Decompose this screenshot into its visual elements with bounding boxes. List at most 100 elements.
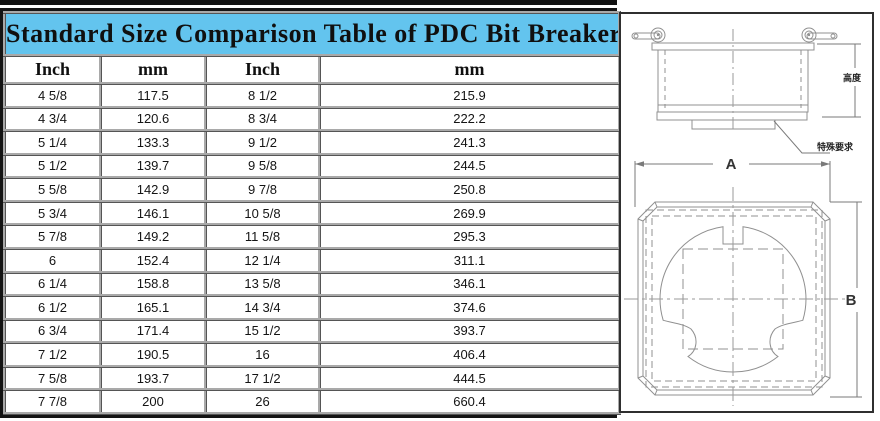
dimension-b: B [830, 201, 862, 398]
table-cell: 8 1/2 [204, 82, 321, 109]
corner-chamfers [637, 201, 831, 396]
bit-bore-profile [659, 226, 807, 373]
table-cell: 444.5 [318, 364, 621, 392]
bottom-plate [656, 111, 808, 121]
height-dimension: 高度 [817, 43, 862, 118]
table-row: 5 3/4 146.1 10 5/8 269.9 [3, 199, 621, 227]
table-title: Standard Size Comparison Table of PDC Bi… [3, 11, 621, 57]
column-header-inch-1: Inch [3, 54, 102, 85]
table-cell: 5 1/2 [3, 152, 102, 180]
table-cell: 16 [204, 341, 321, 368]
table-cell: 15 1/2 [204, 317, 321, 345]
table-body: 4 5/8 117.5 8 1/2 215.9 4 3/4 120.6 8 3/4 222.2… [3, 82, 621, 415]
table-cell: 139.7 [99, 152, 207, 180]
dimension-a: A [634, 156, 831, 207]
table-cell: 5 3/4 [3, 199, 102, 227]
table-row: 5 5/8 142.9 9 7/8 250.8 [3, 176, 621, 203]
table-cell: 149.2 [99, 223, 207, 250]
table-cell: 26 [204, 388, 321, 415]
height-label: 高度 [843, 72, 862, 83]
table-cell: 190.5 [99, 341, 207, 368]
top-border-strip [0, 0, 617, 5]
table-cell: 4 5/8 [3, 82, 102, 109]
table-row: 4 5/8 117.5 8 1/2 215.9 [3, 82, 621, 109]
table-cell: 295.3 [318, 223, 621, 250]
table-cell: 142.9 [99, 176, 207, 203]
table-cell: 14 3/4 [204, 294, 321, 321]
table-cell: 171.4 [99, 317, 207, 345]
size-comparison-table: Standard Size Comparison Table of PDC Bi… [3, 11, 621, 415]
table-cell: 9 1/2 [204, 129, 321, 156]
table-cell: 6 [3, 246, 102, 274]
table-cell: 5 5/8 [3, 176, 102, 203]
table-cell: 6 1/2 [3, 294, 102, 321]
table-cell: 10 5/8 [204, 199, 321, 227]
table-row: 7 5/8 193.7 17 1/2 444.5 [3, 364, 621, 392]
table-title-row: Standard Size Comparison Table of PDC Bi… [3, 11, 621, 57]
left-lifting-handle-icon [631, 27, 666, 43]
size-table-container: Standard Size Comparison Table of PDC Bi… [0, 8, 621, 418]
table-cell: 7 1/2 [3, 341, 102, 368]
special-requirement-callout: 特殊要求 [773, 120, 854, 154]
table-row: 5 1/2 139.7 9 5/8 244.5 [3, 152, 621, 180]
table-row: 6 1/2 165.1 14 3/4 374.6 [3, 294, 621, 321]
table-row: 5 1/4 133.3 9 1/2 241.3 [3, 129, 621, 156]
table-cell: 311.1 [318, 246, 621, 274]
table-cell: 5 7/8 [3, 223, 102, 250]
table-header-row: Inch mm Inch mm [3, 54, 621, 85]
table-cell: 7 5/8 [3, 364, 102, 392]
table-cell: 660.4 [318, 388, 621, 415]
table-cell: 9 5/8 [204, 152, 321, 180]
column-header-mm-2: mm [318, 54, 621, 85]
table-cell: 165.1 [99, 294, 207, 321]
table-row: 6 3/4 171.4 15 1/2 393.7 [3, 317, 621, 345]
table-cell: 117.5 [99, 82, 207, 109]
table-cell: 374.6 [318, 294, 621, 321]
table-cell: 346.1 [318, 270, 621, 298]
column-header-inch-2: Inch [204, 54, 321, 85]
table-cell: 133.3 [99, 129, 207, 156]
table-cell: 6 1/4 [3, 270, 102, 298]
table-cell: 193.7 [99, 364, 207, 392]
table-cell: 7 7/8 [3, 388, 102, 415]
table-cell: 244.5 [318, 152, 621, 180]
table-row: 6 152.4 12 1/4 311.1 [3, 246, 621, 274]
table-cell: 269.9 [318, 199, 621, 227]
table-cell: 222.2 [318, 105, 621, 133]
table-cell: 5 1/4 [3, 129, 102, 156]
table-row: 5 7/8 149.2 11 5/8 295.3 [3, 223, 621, 250]
table-row: 4 3/4 120.6 8 3/4 222.2 [3, 105, 621, 133]
column-header-mm-1: mm [99, 54, 207, 85]
bit-breaker-technical-drawing: 高度 特殊要求 A [624, 27, 862, 406]
table-cell: 152.4 [99, 246, 207, 274]
table-row: 7 1/2 190.5 16 406.4 [3, 341, 621, 368]
table-cell: 13 5/8 [204, 270, 321, 298]
table-cell: 4 3/4 [3, 105, 102, 133]
special-requirement-label: 特殊要求 [817, 141, 854, 152]
table-cell: 200 [99, 388, 207, 415]
diagram-panel: 高度 特殊要求 A [619, 12, 874, 413]
table-cell: 158.8 [99, 270, 207, 298]
table-cell: 11 5/8 [204, 223, 321, 250]
hidden-square-outer [645, 209, 823, 388]
table-cell: 146.1 [99, 199, 207, 227]
right-lifting-handle-icon [801, 27, 838, 43]
table-cell: 406.4 [318, 341, 621, 368]
table-cell: 17 1/2 [204, 364, 321, 392]
table-cell: 8 3/4 [204, 105, 321, 133]
top-view [624, 187, 846, 406]
table-cell: 6 3/4 [3, 317, 102, 345]
side-view: 高度 特殊要求 [631, 27, 862, 154]
table-row: 7 7/8 200 26 660.4 [3, 388, 621, 415]
dimension-a-label: A [726, 156, 737, 173]
table-cell: 120.6 [99, 105, 207, 133]
table-cell: 9 7/8 [204, 176, 321, 203]
table-cell: 393.7 [318, 317, 621, 345]
dimension-b-label: B [846, 292, 857, 309]
table-cell: 215.9 [318, 82, 621, 109]
table-row: 6 1/4 158.8 13 5/8 346.1 [3, 270, 621, 298]
table-cell: 241.3 [318, 129, 621, 156]
table-cell: 12 1/4 [204, 246, 321, 274]
table-cell: 250.8 [318, 176, 621, 203]
